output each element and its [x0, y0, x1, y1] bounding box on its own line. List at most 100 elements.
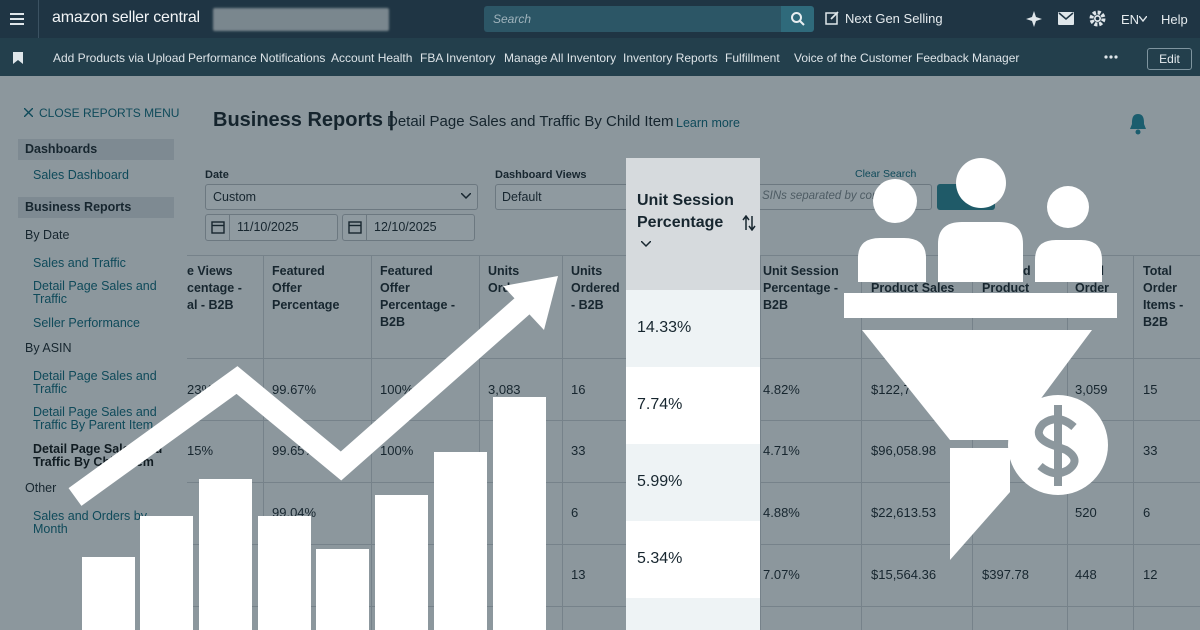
column-header[interactable]: Units Ordered - B2B: [571, 264, 620, 312]
column-header[interactable]: Unit Session Percentage - B2B: [763, 264, 839, 312]
nav-item[interactable]: Manage All Inventory: [504, 51, 617, 65]
column-border: [562, 255, 563, 630]
close-menu[interactable]: CLOSE REPORTS MENU: [39, 106, 180, 120]
table-cell: 520: [1075, 505, 1097, 520]
search-button[interactable]: [781, 6, 814, 32]
learn-more[interactable]: Learn more: [676, 116, 740, 130]
table-cell: 4.88%: [763, 505, 800, 520]
side-link[interactable]: Sales and Orders by Month: [33, 509, 147, 536]
bar-chart-icon: [82, 397, 546, 630]
nav-item[interactable]: Fulfillment: [725, 51, 780, 65]
table-cell: 13: [571, 567, 586, 582]
highlight-header: [626, 158, 760, 290]
table-cell: 4.82%: [763, 382, 800, 397]
page-title: Business Reports |: [213, 109, 395, 131]
views-select[interactable]: [495, 184, 637, 210]
side-link[interactable]: Sales Dashboard: [33, 168, 129, 182]
mail-icon[interactable]: [1058, 12, 1074, 25]
language[interactable]: EN: [1121, 12, 1140, 27]
section-title: Business Reports: [25, 200, 132, 214]
menu-icon[interactable]: [10, 12, 26, 26]
filter-label: Dashboard Views: [495, 169, 587, 181]
table-cell: 3,059: [1075, 382, 1108, 397]
column-header[interactable]: Featured Offer Percentage - B2B: [380, 264, 456, 329]
sort-icon[interactable]: [742, 215, 756, 231]
column-border: [479, 255, 480, 630]
highlight-row: [626, 444, 760, 521]
select-value: Default: [502, 190, 542, 204]
sparkle-icon[interactable]: [1025, 10, 1043, 28]
start-date: 11/10/2025: [237, 220, 299, 234]
table-cell: 15%: [187, 443, 214, 458]
trend-arrow: [68, 292, 536, 506]
date-select[interactable]: [205, 184, 478, 210]
table-cell: $122,7: [871, 382, 911, 397]
column-header[interactable]: Featured Offer Percentage: [272, 264, 340, 312]
nav-item[interactable]: Inventory Reports: [623, 51, 718, 65]
table-cell: 12: [1143, 567, 1158, 582]
side-link[interactable]: Detail Page Sales and Traffic By Parent …: [33, 405, 157, 432]
table-cell: 3,083: [488, 382, 521, 397]
chevron: [461, 193, 471, 200]
highlight-row: [626, 598, 760, 630]
end-date-input[interactable]: [342, 214, 475, 241]
search-placeholder: Search: [493, 12, 532, 26]
highlight-row: [626, 521, 760, 598]
settings-icon[interactable]: [1089, 10, 1106, 27]
table-cell: 6: [571, 505, 579, 520]
nav-item[interactable]: Performance Notifications: [188, 51, 326, 65]
bell-icon[interactable]: [1128, 113, 1148, 135]
table-cell: 33: [1143, 443, 1158, 458]
column-border: [263, 255, 264, 630]
column-border: [861, 255, 862, 630]
highlight-cell: 7.74%: [637, 396, 683, 413]
table-cell: $15,564.36: [871, 567, 937, 582]
table-cell: $397.78: [982, 567, 1029, 582]
store-selector[interactable]: [213, 8, 389, 31]
column-border: [972, 255, 973, 630]
side-link[interactable]: Detail Page Sales and Traffic: [33, 369, 157, 396]
divider: [229, 214, 230, 241]
search-box[interactable]: [484, 6, 781, 32]
end-date: 12/10/2025: [374, 220, 437, 234]
clear-search[interactable]: Clear Search: [855, 168, 917, 180]
edit-icon: [825, 11, 839, 25]
next-gen-link[interactable]: Next Gen Selling: [845, 11, 943, 26]
group-title: By Date: [25, 228, 70, 242]
nav-item[interactable]: Add Products via Upload: [53, 51, 186, 65]
highlight-cell: 5.34%: [637, 550, 683, 567]
column-header[interactable]: Total Order Items - B2B: [1143, 264, 1184, 329]
table-cell: 100%: [380, 382, 414, 397]
filter-label: Date: [205, 169, 229, 181]
arrow-head: [503, 276, 558, 330]
bookmark-icon[interactable]: [13, 52, 23, 64]
nav-item[interactable]: Account Health: [331, 51, 413, 65]
highlight-row: [626, 290, 760, 367]
edit-button[interactable]: Edit: [1147, 48, 1192, 70]
start-date-input[interactable]: [205, 214, 338, 241]
close-icon[interactable]: [24, 108, 33, 117]
nav-bar: [0, 38, 1200, 76]
side-link[interactable]: Sales and Traffic: [33, 256, 126, 270]
nav-item[interactable]: Feedback Manager: [916, 51, 1020, 65]
table-cell: $96,058.98: [871, 443, 937, 458]
side-link[interactable]: Seller Performance: [33, 316, 140, 330]
nav-item[interactable]: FBA Inventory: [420, 51, 496, 65]
logo[interactable]: amazon seller central: [52, 9, 200, 26]
highlight-header-text[interactable]: Unit Session Percentage: [637, 192, 734, 231]
table-cell: 15: [1143, 382, 1158, 397]
select-value: Custom: [213, 190, 257, 204]
group-title: By ASIN: [25, 341, 72, 355]
section-title: Dashboards: [25, 142, 98, 156]
nav-item[interactable]: Voice of the Customer: [794, 51, 913, 65]
help-link[interactable]: Help: [1161, 12, 1188, 27]
chevron: [1139, 16, 1147, 22]
highlight-cell: 5.99%: [637, 473, 683, 490]
column-header[interactable]: e Views centage - al - B2B: [187, 264, 242, 312]
search-placeholder: SINs separated by comm: [762, 190, 887, 202]
divider: [366, 214, 367, 241]
side-link[interactable]: Detail Page Sales and Traffic: [33, 279, 157, 306]
more-icon[interactable]: [1104, 55, 1118, 59]
chevron: [641, 241, 651, 248]
